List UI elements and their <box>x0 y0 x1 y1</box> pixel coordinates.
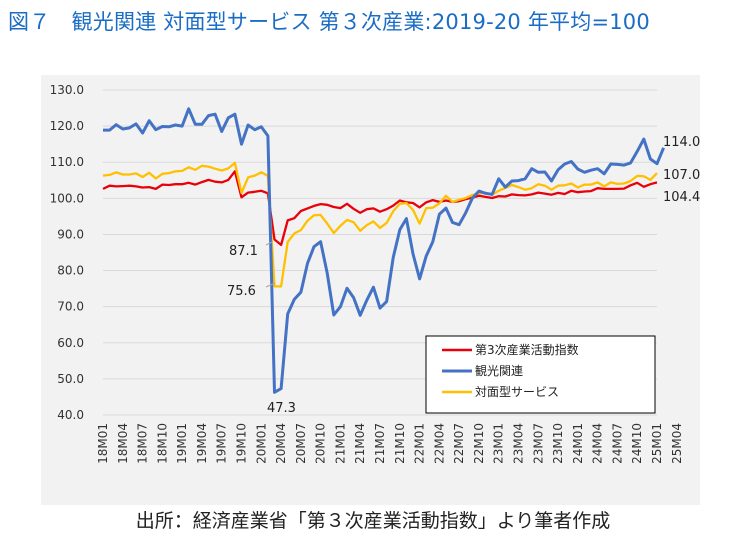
y-tick-label: 40.0 <box>57 408 84 422</box>
x-tick-label: 23M01 <box>492 423 506 464</box>
y-tick-label: 50.0 <box>57 372 84 386</box>
x-tick-label: 18M01 <box>96 423 110 464</box>
annotation-104-4: 104.4 <box>663 190 700 205</box>
annotation-114-0: 114.0 <box>663 135 700 150</box>
x-tick-label: 21M04 <box>353 423 367 464</box>
line-chart: 40.0 50.0 60.0 70.0 80.0 90.0 100.0 110.0 120.0 1… <box>50 83 700 464</box>
x-tick-label: 19M04 <box>195 423 209 464</box>
x-tick-label: 19M01 <box>175 423 189 464</box>
x-tick-label: 19M10 <box>235 423 249 464</box>
x-tick-label: 24M07 <box>610 423 624 464</box>
legend: 第3次産業活動指数 観光関連 対面型サービス <box>425 335 656 414</box>
chart-panel: 40.0 50.0 60.0 70.0 80.0 90.0 100.0 110.0 120.0 1… <box>41 75 700 505</box>
y-tick-label: 130.0 <box>50 83 84 97</box>
series-line-tourism <box>103 107 665 394</box>
annotations: 87.1 75.6 47.3 114.0 107.0 104.4 <box>227 135 700 416</box>
series-line-face <box>102 161 658 288</box>
x-tick-label: 22M07 <box>452 423 466 464</box>
y-tick-label: 120.0 <box>50 119 84 133</box>
legend-label-face: 対面型サービス <box>475 385 559 399</box>
x-tick-label: 25M01 <box>650 423 664 464</box>
x-tick-label: 22M01 <box>413 423 427 464</box>
x-tick-label: 24M04 <box>591 423 605 464</box>
chart-title: 図７ 観光関連 対面型サービス 第３次産業:2019-20 年平均=100 <box>8 10 650 34</box>
series-line-tertiary <box>102 170 658 247</box>
x-tick-label: 21M01 <box>333 423 347 464</box>
annotation-leader-75-6 <box>265 282 276 288</box>
y-tick-label: 80.0 <box>57 264 84 278</box>
y-axis-tick-labels: 40.0 50.0 60.0 70.0 80.0 90.0 100.0 110.0 120.0 1… <box>50 83 84 422</box>
x-tick-label: 20M04 <box>274 423 288 464</box>
annotation-87-1: 87.1 <box>229 244 258 259</box>
x-tick-label: 19M07 <box>215 423 229 464</box>
annotation-107-0: 107.0 <box>663 168 700 183</box>
y-tick-label: 70.0 <box>57 300 84 314</box>
x-tick-label: 22M10 <box>472 423 486 464</box>
x-tick-label: 20M07 <box>294 423 308 464</box>
series-lines <box>102 107 665 394</box>
x-tick-label: 25M04 <box>670 423 684 464</box>
y-tick-label: 110.0 <box>50 155 84 169</box>
x-tick-label: 24M10 <box>630 423 644 464</box>
x-tick-label: 22M04 <box>432 423 446 464</box>
x-tick-label: 18M04 <box>116 423 130 464</box>
y-tick-label: 100.0 <box>50 191 84 205</box>
legend-label-tertiary: 第3次産業活動指数 <box>475 342 579 357</box>
x-tick-label: 24M01 <box>571 423 585 464</box>
x-tick-label: 20M01 <box>254 423 268 464</box>
source-note: 出所：経済産業省「第３次産業活動指数」より筆者作成 <box>135 510 611 532</box>
x-tick-label: 23M04 <box>512 423 526 464</box>
x-tick-label: 23M10 <box>551 423 565 464</box>
annotation-75-6: 75.6 <box>227 284 256 299</box>
y-tick-label: 60.0 <box>57 336 84 350</box>
x-tick-label: 20M10 <box>314 423 328 464</box>
annotation-47-3: 47.3 <box>267 401 296 416</box>
gridlines <box>103 89 657 416</box>
x-tick-label: 23M07 <box>531 423 545 464</box>
x-tick-label: 18M10 <box>155 423 169 464</box>
y-tick-label: 90.0 <box>57 227 84 241</box>
annotation-leader-87-1 <box>265 241 273 246</box>
x-axis-tick-labels: 18M01 18M04 18M07 18M10 19M01 19M04 19M07 19M10… <box>96 423 684 464</box>
x-tick-label: 21M07 <box>373 423 387 464</box>
x-tick-label: 18M07 <box>136 423 150 464</box>
x-tick-label: 21M10 <box>393 423 407 464</box>
legend-label-tourism: 観光関連 <box>475 364 523 378</box>
